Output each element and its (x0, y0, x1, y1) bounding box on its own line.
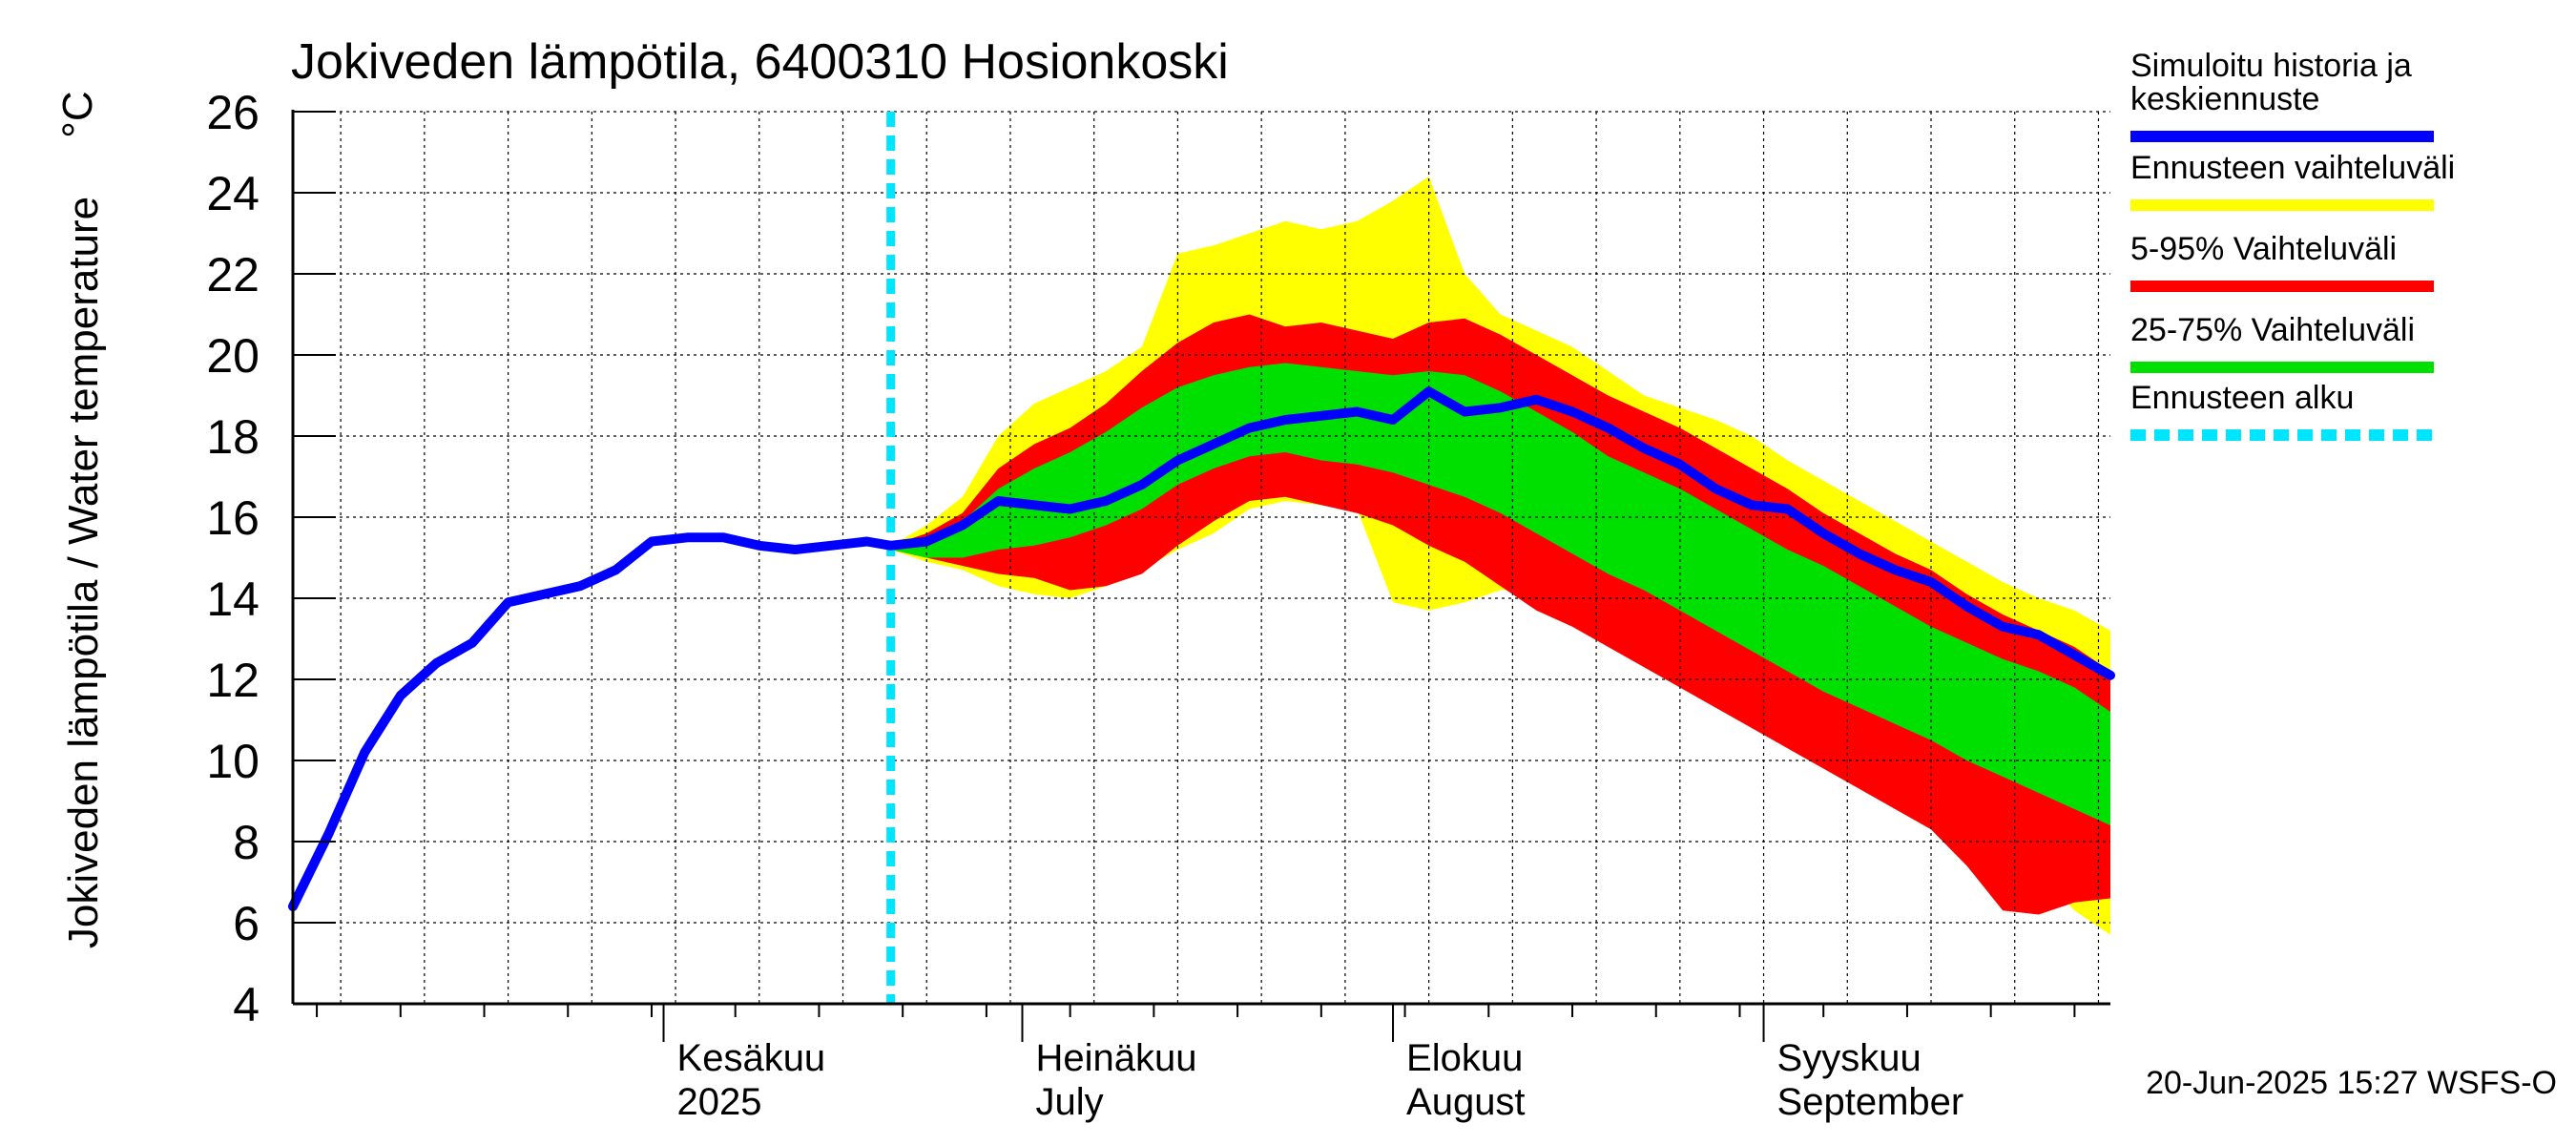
y-tick-label: 16 (206, 491, 260, 545)
y-tick-label: 4 (233, 978, 260, 1031)
month-label-line1: Elokuu (1406, 1037, 1523, 1079)
series-line-mean (288, 386, 2115, 911)
y-tick-label: 24 (206, 167, 260, 220)
y-tick-label: 12 (206, 654, 260, 707)
y-axis-label: Jokiveden lämpötila / Water temperature (60, 197, 107, 948)
y-tick-label: 10 (206, 735, 260, 788)
y-axis-unit: °C (54, 91, 101, 137)
y-axis-label-group: Jokiveden lämpötila / Water temperature (60, 197, 107, 948)
legend-label-line2: keskiennuste (2130, 81, 2319, 117)
y-tick-label: 18 (206, 410, 260, 464)
legend-label: Simuloitu historia ja (2130, 48, 2412, 84)
month-label-line2: August (1406, 1081, 1526, 1123)
chart-title: Jokiveden lämpötila, 6400310 Hosionkoski (291, 34, 1229, 90)
y-tick-label: 26 (206, 86, 260, 139)
legend-label: 5-95% Vaihteluväli (2130, 231, 2397, 267)
month-label-line2: July (1036, 1081, 1104, 1123)
series-lines (288, 112, 2115, 1004)
legend-label: Ennusteen alku (2130, 380, 2354, 416)
month-label-line1: Kesäkuu (677, 1037, 826, 1079)
band-3 (890, 363, 2110, 825)
axes (291, 110, 2110, 1042)
y-tick-labels: 4 6 8 10 12 14 16 18 20 22 24 26 (206, 86, 260, 1031)
y-tick-label: 6 (233, 897, 260, 950)
legend-label: Ennusteen vaihteluväli (2130, 150, 2455, 186)
y-tick-label: 8 (233, 816, 260, 869)
month-label-line2: September (1777, 1081, 1964, 1123)
y-tick-label: 20 (206, 329, 260, 383)
y-tick-label: 22 (206, 248, 260, 302)
legend-label: 25-75% Vaihteluväli (2130, 312, 2415, 348)
y-tick-label: 14 (206, 572, 260, 626)
month-label-line1: Syyskuu (1777, 1037, 1922, 1079)
month-label-line2: 2025 (677, 1081, 762, 1123)
y-axis-unit-group: °C (54, 91, 101, 137)
forecast-bands (890, 177, 2110, 935)
month-label-line1: Heinäkuu (1036, 1037, 1197, 1079)
timestamp: 20-Jun-2025 15:27 WSFS-O (2146, 1065, 2557, 1101)
